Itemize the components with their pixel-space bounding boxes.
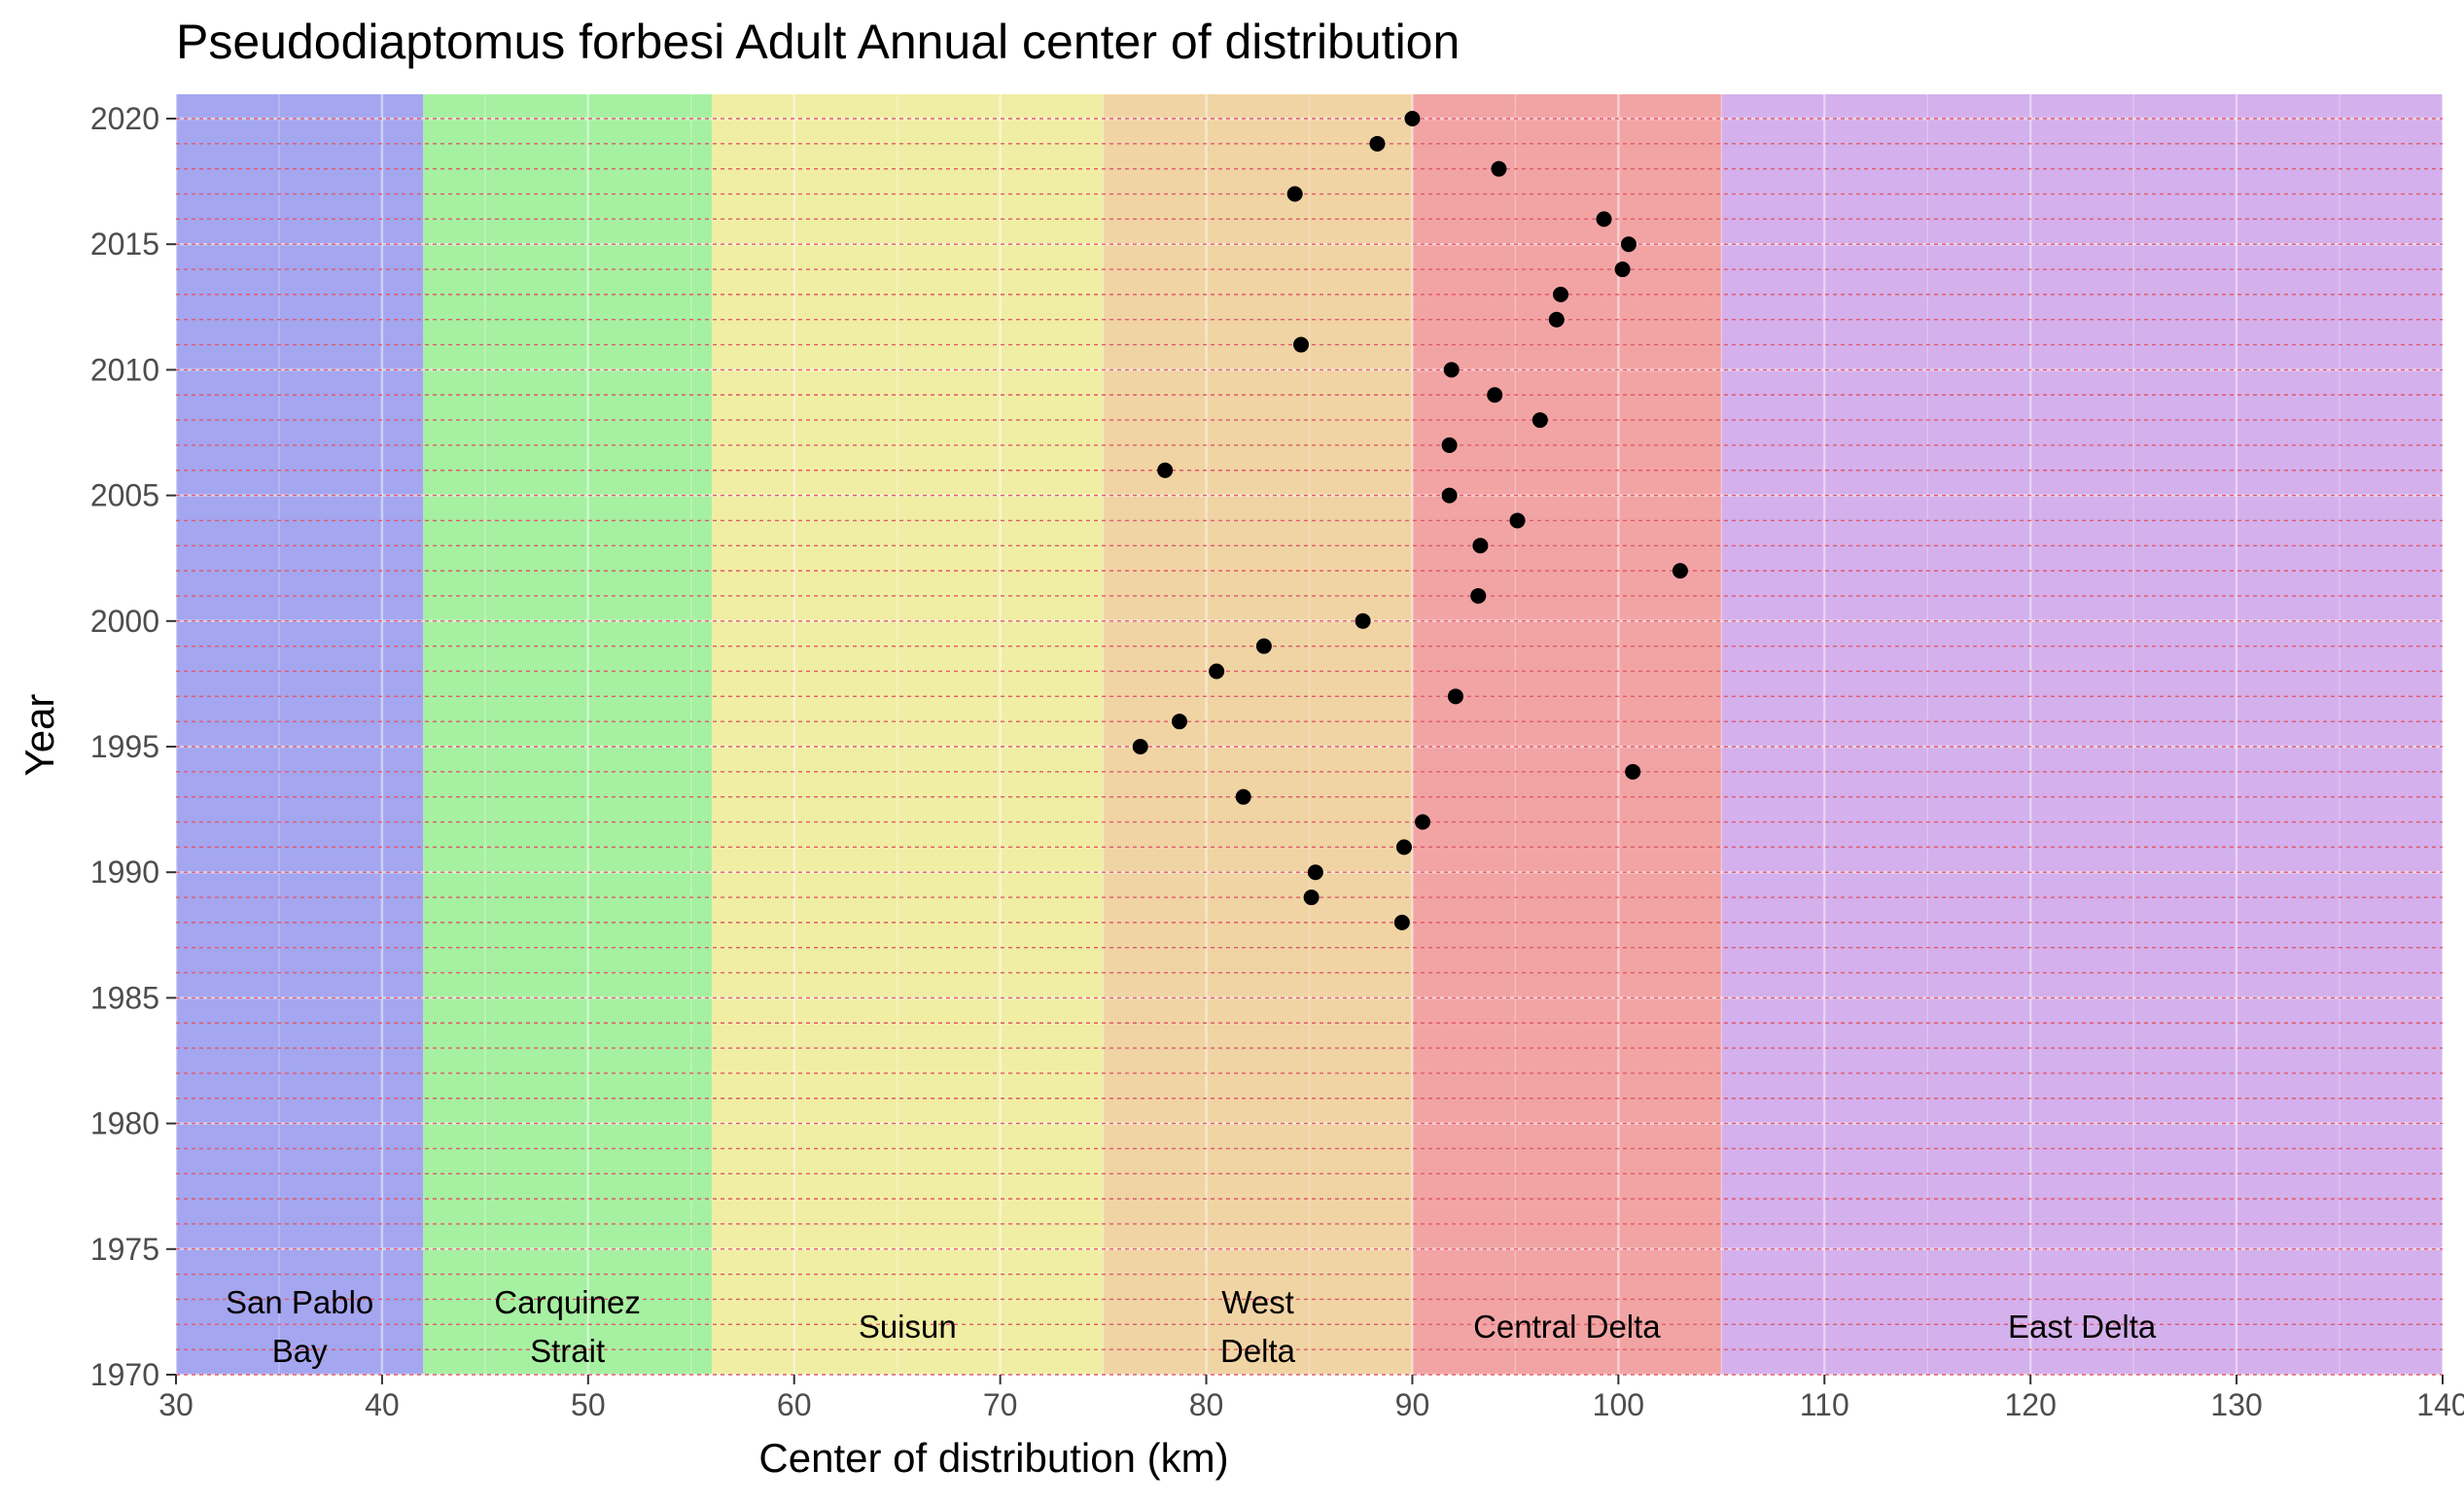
x-tick-label: 90: [1395, 1387, 1430, 1422]
chart-title: Pseudodiaptomus forbesi Adult Annual cen…: [176, 15, 1460, 69]
data-points: [1132, 111, 1688, 930]
y-tick-label: 2000: [90, 604, 159, 639]
region-label-line: Bay: [272, 1333, 328, 1369]
data-point-2002: [1672, 563, 1688, 579]
data-point-1994: [1625, 763, 1641, 780]
region-label-san-pablo-bay: San Pablo Bay: [226, 1284, 373, 1369]
data-point-2017: [1286, 186, 1303, 202]
region-label-line: West: [1221, 1284, 1294, 1320]
x-tick-label: 80: [1189, 1387, 1224, 1422]
region-band-suisun: [711, 94, 1104, 1375]
data-point-1995: [1132, 739, 1148, 754]
data-point-1999: [1255, 638, 1272, 654]
data-point-2009: [1487, 387, 1503, 403]
region-label-west-delta: West Delta: [1220, 1284, 1296, 1369]
data-point-1992: [1415, 814, 1431, 830]
y-tick-label: 2005: [90, 478, 159, 513]
x-axis: 30 40 50 60 70 80 90 100 110 120 130 140: [158, 1375, 2464, 1422]
y-axis-title: Year: [17, 694, 62, 777]
x-tick-label: 130: [2210, 1387, 2262, 1422]
y-tick-label: 1995: [90, 729, 159, 764]
x-tick-label: 120: [2004, 1387, 2056, 1422]
data-point-1997: [1447, 688, 1463, 705]
x-axis-title: Center of distribution (km): [758, 1435, 1228, 1481]
data-point-1998: [1209, 663, 1225, 680]
data-point-2010: [1443, 362, 1460, 378]
x-tick-label: 60: [777, 1387, 812, 1422]
data-point-2008: [1531, 412, 1548, 429]
region-label-line: Strait: [530, 1333, 605, 1369]
x-tick-label: 110: [1800, 1387, 1849, 1422]
data-point-1989: [1303, 890, 1320, 906]
data-point-1996: [1171, 714, 1187, 730]
x-tick-label: 140: [2416, 1387, 2464, 1422]
region-label-east-delta: East Delta: [2008, 1309, 2157, 1345]
data-point-1993: [1235, 788, 1251, 805]
x-tick-label: 100: [1593, 1387, 1644, 1422]
y-tick-label: 1970: [90, 1357, 159, 1392]
y-tick-label: 1990: [90, 855, 159, 890]
region-label-central-delta: Central Delta: [1473, 1309, 1661, 1345]
y-tick-label: 1985: [90, 980, 159, 1015]
y-tick-label: 1975: [90, 1232, 159, 1267]
data-point-2013: [1553, 286, 1569, 302]
data-point-2004: [1509, 512, 1526, 529]
region-band-san-pablo-bay: [176, 94, 424, 1375]
data-point-2006: [1157, 462, 1174, 478]
data-point-2005: [1441, 487, 1458, 504]
region-label-line: Carquinez: [494, 1284, 640, 1320]
data-point-1988: [1393, 914, 1410, 930]
region-label-line: San Pablo: [226, 1284, 373, 1320]
region-bands: [176, 94, 2443, 1375]
data-point-2015: [1620, 236, 1637, 253]
region-band-west-delta: [1103, 94, 1413, 1375]
region-band-east-delta: [1721, 94, 2443, 1375]
data-point-1990: [1307, 864, 1323, 881]
grid-lines: [174, 94, 2445, 1377]
y-axis: 1970 1975 1980 1985 1990 1995 2000 2005 2010 2015…: [90, 101, 176, 1392]
data-point-2000: [1355, 612, 1371, 629]
y-tick-label: 2010: [90, 352, 159, 387]
data-point-2003: [1472, 538, 1489, 554]
x-tick-label: 70: [983, 1387, 1018, 1422]
data-point-2016: [1596, 211, 1612, 227]
region-label-carquinez-strait: Carquinez Strait: [494, 1284, 640, 1369]
region-band-carquinez-strait: [423, 94, 712, 1375]
region-labels: San Pablo Bay Carquinez Strait Suisun West Del…: [226, 1284, 2157, 1369]
y-tick-label: 1980: [90, 1106, 159, 1141]
y-tick-label: 2015: [90, 227, 159, 262]
data-point-2001: [1470, 587, 1487, 604]
region-label-suisun: Suisun: [859, 1309, 957, 1345]
data-point-2018: [1491, 160, 1507, 177]
x-tick-label: 50: [571, 1387, 606, 1422]
data-point-2011: [1293, 336, 1310, 353]
data-point-2012: [1548, 311, 1565, 328]
data-point-2019: [1369, 135, 1386, 152]
data-point-2020: [1404, 111, 1421, 126]
data-point-2014: [1614, 262, 1631, 278]
region-band-central-delta: [1412, 94, 1722, 1375]
region-label-line: Delta: [1220, 1333, 1296, 1369]
x-tick-label: 30: [158, 1387, 194, 1422]
data-point-1991: [1395, 839, 1412, 856]
data-point-2007: [1441, 437, 1458, 453]
y-tick-label: 2020: [90, 101, 159, 136]
x-tick-label: 40: [365, 1387, 400, 1422]
